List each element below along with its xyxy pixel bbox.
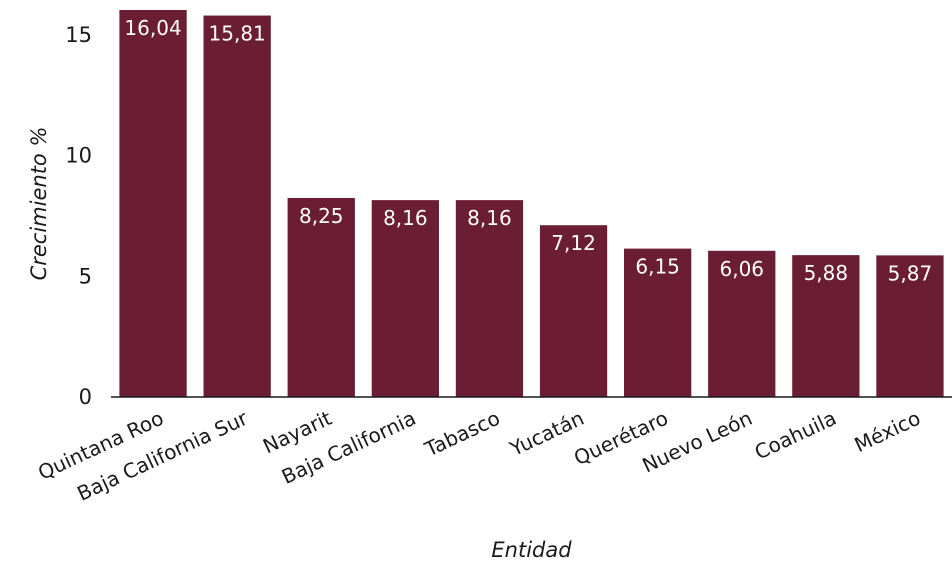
y-tick-label: 5	[79, 264, 92, 288]
bar	[371, 200, 439, 397]
bar	[287, 197, 355, 397]
bar	[876, 255, 944, 397]
data-label: 6,06	[719, 257, 764, 281]
data-label: 8,16	[467, 206, 512, 230]
bars	[119, 10, 944, 397]
data-label: 7,12	[551, 231, 596, 255]
y-tick-label: 0	[79, 385, 92, 409]
bar	[792, 255, 860, 397]
data-label: 16,04	[124, 16, 181, 40]
data-label: 6,15	[635, 255, 680, 279]
x-tick-label: Tabasco	[420, 406, 503, 462]
y-axis-title: Crecimiento %	[27, 127, 51, 281]
data-label: 15,81	[209, 22, 266, 46]
x-tick-label: México	[851, 406, 924, 457]
y-axis-ticks: 0 5 10 15	[65, 23, 92, 409]
data-label: 8,25	[299, 204, 344, 228]
data-label: 8,16	[383, 206, 428, 230]
bar	[455, 200, 524, 397]
bar	[539, 225, 608, 397]
bar	[624, 248, 692, 397]
bar	[119, 10, 187, 397]
bar	[708, 250, 776, 397]
bar	[203, 15, 271, 397]
data-label: 5,87	[888, 261, 933, 285]
y-tick-label: 10	[65, 144, 92, 168]
data-labels: 16,04 15,81 8,25 8,16 8,16 7,12 6,15 6,06 5,88 5,…	[124, 16, 932, 285]
data-label: 5,88	[804, 261, 849, 285]
x-tick-label: Coahuila	[751, 406, 840, 465]
y-tick-label: 15	[65, 23, 92, 47]
x-axis-title: Entidad	[491, 538, 572, 561]
